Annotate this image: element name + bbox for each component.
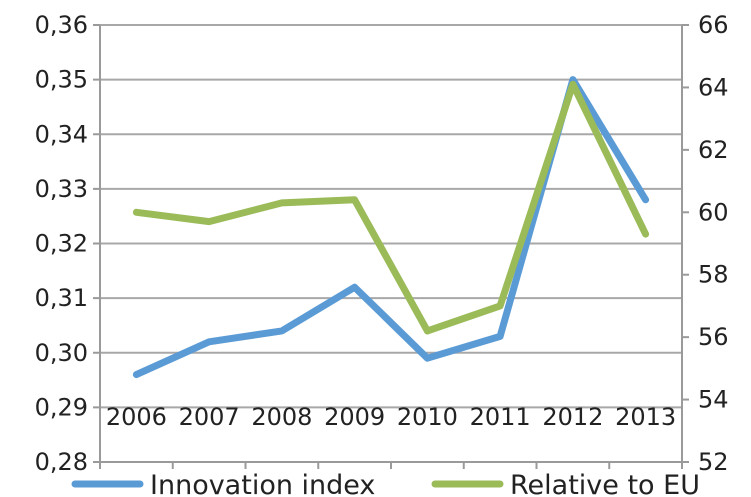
right-tick-label: 64 (698, 73, 729, 101)
series-line-innovation-index (132, 76, 650, 379)
x-tick-label: 2012 (542, 403, 603, 431)
right-tick-label: 66 (698, 11, 729, 39)
left-tick-label: 0,29 (35, 393, 88, 421)
x-tick-label: 2009 (324, 403, 385, 431)
series-line-relative-to-eu (132, 80, 650, 335)
x-tick-label: 2011 (470, 403, 531, 431)
right-tick-label: 58 (698, 261, 729, 289)
right-tick-label: 56 (698, 323, 729, 351)
x-tick-label: 2006 (106, 403, 167, 431)
left-tick-label: 0,35 (35, 66, 88, 94)
left-axis-tick-labels: 0,28 0,29 0,30 0,31 0,32 0,33 0,34 0,35 0,36 (35, 11, 100, 476)
series-lines (132, 76, 650, 379)
gridlines (100, 24, 682, 409)
x-tick-label: 2010 (397, 403, 458, 431)
x-tick-label: 2013 (615, 403, 676, 431)
legend-label: Innovation index (150, 470, 375, 497)
left-tick-label: 0,31 (35, 284, 88, 312)
x-tick-label: 2008 (251, 403, 312, 431)
left-tick-label: 0,30 (35, 339, 88, 367)
left-tick-label: 0,32 (35, 230, 88, 258)
x-tick-label: 2007 (179, 403, 240, 431)
right-tick-label: 54 (698, 386, 729, 414)
left-tick-label: 0,34 (35, 120, 88, 148)
legend-label: Relative to EU (510, 470, 700, 497)
left-tick-label: 0,36 (35, 11, 88, 39)
left-tick-label: 0,28 (35, 448, 88, 476)
right-tick-label: 62 (698, 136, 729, 164)
right-tick-label: 60 (698, 198, 729, 226)
left-tick-label: 0,33 (35, 175, 88, 203)
right-axis-tick-labels: 52 54 56 58 60 62 64 66 (682, 11, 729, 476)
legend: Innovation index Relative to EU (71, 470, 700, 497)
right-tick-label: 52 (698, 448, 729, 476)
x-axis-tick-labels: 2006 2007 2008 2009 2010 2011 2012 2013 (99, 403, 683, 469)
